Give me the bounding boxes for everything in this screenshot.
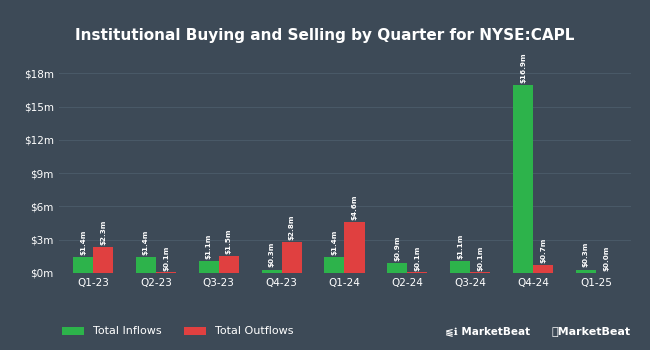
Text: $2.8m: $2.8m xyxy=(289,214,294,240)
Text: $1.1m: $1.1m xyxy=(206,233,212,259)
Bar xyxy=(261,270,281,273)
Text: $1.4m: $1.4m xyxy=(143,230,149,255)
Text: $1.4m: $1.4m xyxy=(332,230,337,255)
Bar xyxy=(73,258,93,273)
Legend: Total Inflows, Total Outflows: Total Inflows, Total Outflows xyxy=(58,322,298,341)
Bar xyxy=(408,272,428,273)
Bar xyxy=(450,261,470,273)
Text: $0.3m: $0.3m xyxy=(268,242,274,267)
Bar xyxy=(281,242,302,273)
Bar xyxy=(533,265,553,273)
Bar xyxy=(344,222,365,273)
Bar xyxy=(199,261,219,273)
Text: $0.7m: $0.7m xyxy=(540,238,546,263)
Text: $0.9m: $0.9m xyxy=(395,235,400,261)
Text: $0.3m: $0.3m xyxy=(583,242,589,267)
Bar xyxy=(576,270,596,273)
Text: $1.5m: $1.5m xyxy=(226,229,232,254)
Text: $0.1m: $0.1m xyxy=(415,245,421,271)
Bar xyxy=(93,247,113,273)
Bar xyxy=(219,256,239,273)
Text: ⫹ℹ MarketBeat: ⫹ℹ MarketBeat xyxy=(445,326,530,336)
Text: $1.4m: $1.4m xyxy=(80,230,86,255)
Text: ⫽MarketBeat: ⫽MarketBeat xyxy=(551,326,630,336)
Bar xyxy=(156,272,176,273)
Text: $0.1m: $0.1m xyxy=(477,245,483,271)
Text: Institutional Buying and Selling by Quarter for NYSE:CAPL: Institutional Buying and Selling by Quar… xyxy=(75,28,575,43)
Bar xyxy=(387,263,408,273)
Text: $1.1m: $1.1m xyxy=(457,233,463,259)
Text: $0.1m: $0.1m xyxy=(163,245,169,271)
Text: $2.3m: $2.3m xyxy=(100,220,106,245)
Text: $4.6m: $4.6m xyxy=(352,194,358,220)
Text: $16.9m: $16.9m xyxy=(520,52,526,83)
Bar xyxy=(513,85,533,273)
Bar xyxy=(470,272,490,273)
Bar xyxy=(324,258,345,273)
Bar xyxy=(136,258,156,273)
Text: $0.0m: $0.0m xyxy=(603,245,609,271)
